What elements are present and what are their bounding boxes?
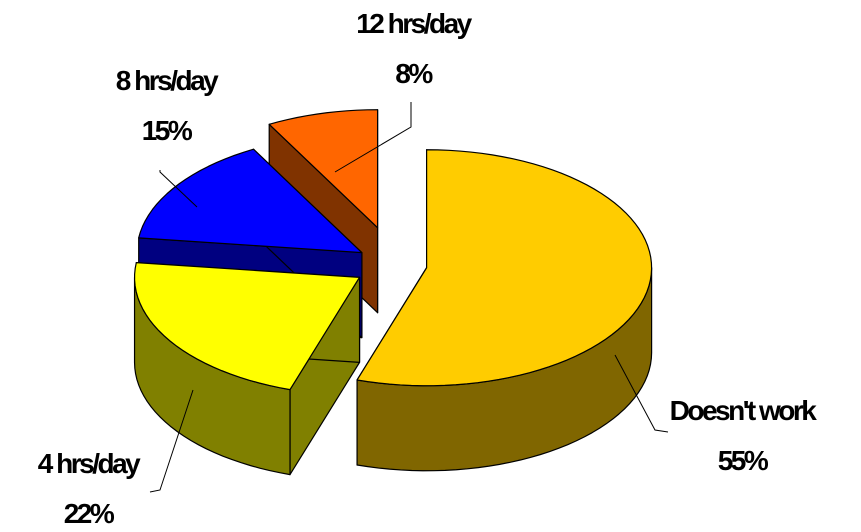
leader-line-2 xyxy=(149,389,194,493)
slice-percent-2: 22% xyxy=(64,498,115,529)
slice-label-2: 4 hrs/day xyxy=(38,448,141,479)
pie-slice-2 xyxy=(133,261,361,476)
pie-slice-2-top xyxy=(133,261,361,391)
slice-label-4: 12 hrs/day xyxy=(356,8,472,39)
slice-label-3: 8 hrs/day xyxy=(116,65,219,96)
slice-percent-1: 55% xyxy=(718,445,769,476)
leader-line-3 xyxy=(159,170,198,208)
pie-slice-1 xyxy=(356,149,653,472)
pie-slice-1-top xyxy=(356,149,653,387)
leader-line-4 xyxy=(334,102,412,173)
slice-percent-3: 15% xyxy=(142,115,193,146)
pie-slice-4-top xyxy=(268,109,379,229)
slice-percent-4: 8% xyxy=(395,58,433,89)
slice-label-1: Doesn't work xyxy=(670,395,818,426)
leader-line-1 xyxy=(614,354,669,433)
pie-slice-3-top xyxy=(138,148,363,254)
